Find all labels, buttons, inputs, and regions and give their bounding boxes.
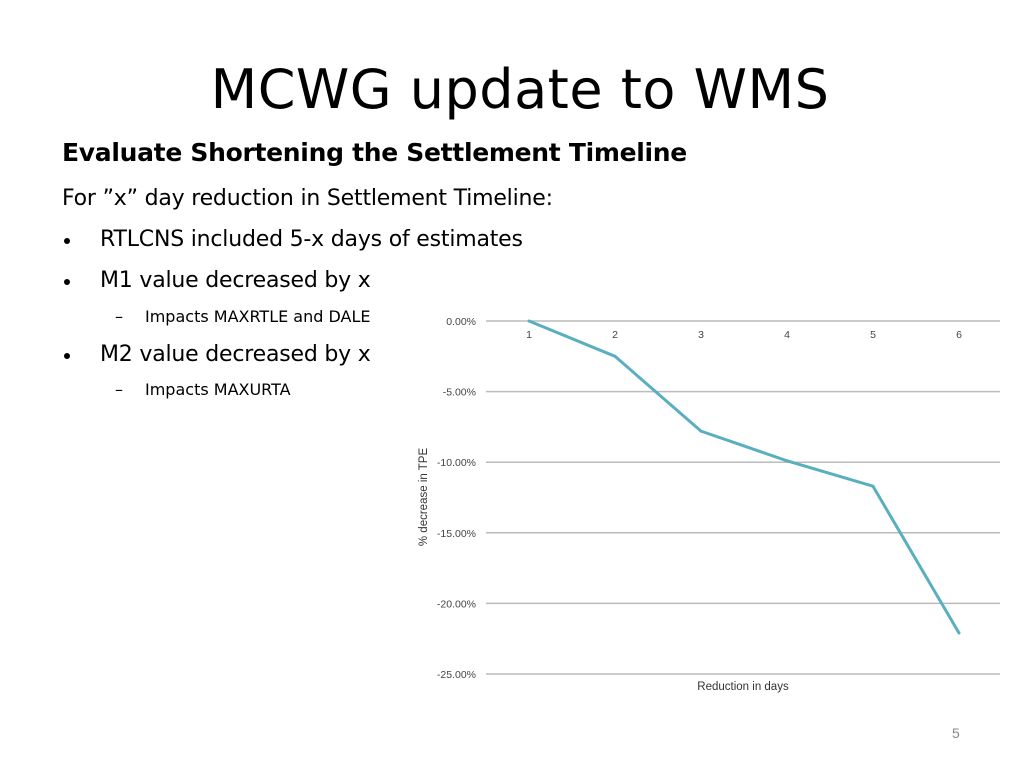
intro-text: For ”x” day reduction in Settlement Time… [62, 186, 553, 211]
sub-bullet-dash-icon: – [115, 380, 123, 399]
x-axis-label: Reduction in days [697, 681, 789, 693]
x-tick-label: 5 [870, 329, 876, 341]
x-tick-label: 2 [612, 329, 618, 341]
data-point [871, 484, 875, 488]
bullet-2-text: M1 value decreased by x [100, 268, 371, 293]
data-point [613, 354, 617, 358]
slide-subtitle: Evaluate Shortening the Settlement Timel… [62, 138, 687, 167]
data-point [957, 631, 961, 635]
tpe-line-chart: 0.00% -5.00% -10.00% -15.00% -20.00% -25.00% 1… [418, 316, 1000, 693]
y-tick-label: -15.00% [437, 528, 476, 540]
y-tick-label: -25.00% [437, 669, 476, 681]
slide-title: MCWG update to WMS [210, 58, 830, 121]
sub-bullet-3-text: Impacts MAXURTA [145, 380, 291, 399]
bullet-3-text: M2 value decreased by x [100, 342, 371, 367]
bullet-icon [64, 279, 70, 285]
bullet-1-text: RTLCNS included 5-x days of estimates [100, 227, 523, 252]
x-tick-label: 4 [784, 329, 790, 341]
series-line [528, 319, 961, 634]
sub-bullet-2-text: Impacts MAXRTLE and DALE [145, 307, 371, 326]
y-axis-label: % decrease in TPE [418, 448, 430, 547]
bullet-icon [64, 353, 70, 359]
x-tick-label: 1 [526, 329, 532, 341]
y-tick-label: -5.00% [443, 387, 476, 399]
data-point [785, 459, 789, 463]
data-point [699, 429, 703, 433]
x-tick-label: 6 [956, 329, 962, 341]
bullet-icon [64, 238, 70, 244]
sub-bullet-dash-icon: – [115, 307, 123, 326]
data-point [527, 319, 531, 323]
page-number: 5 [952, 725, 960, 741]
x-tick-label: 3 [698, 329, 704, 341]
y-tick-label: -10.00% [437, 457, 476, 469]
y-tick-label: -20.00% [437, 598, 476, 610]
y-tick-label: 0.00% [446, 316, 476, 328]
